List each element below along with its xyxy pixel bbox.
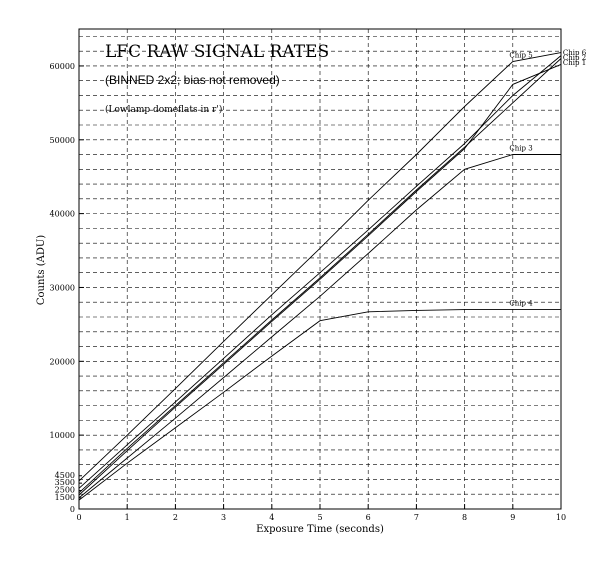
series-label: Chip 6	[563, 49, 587, 57]
y-tick-label: 30000	[50, 283, 75, 292]
x-tick-label: 7	[414, 513, 419, 522]
chart-subtitle: (BINNED 2x2; bias not removed)	[105, 73, 280, 87]
x-tick-label: 9	[510, 513, 515, 522]
x-tick-label: 1	[125, 513, 130, 522]
y-tick-label: 50000	[50, 136, 75, 145]
x-tick-label: 4	[269, 513, 274, 522]
y-tick-label: 10000	[50, 431, 75, 440]
y-tick-label: 40000	[50, 210, 75, 219]
y-axis-label: Counts (ADU)	[36, 235, 47, 305]
y-tick-label: 0	[70, 505, 75, 514]
x-tick-label: 2	[173, 513, 178, 522]
grid-lines	[79, 29, 561, 509]
y-tick-label: 60000	[50, 62, 75, 71]
y-tick-label: 20000	[50, 357, 75, 366]
series-label: Chip 2	[563, 54, 586, 62]
series-label: Chip 4	[509, 300, 533, 308]
x-tick-label: 6	[366, 513, 371, 522]
series-label: Chip 3	[509, 145, 532, 153]
series-line	[78, 309, 561, 501]
y-minor-tick-label: 1500	[55, 493, 75, 502]
series-label: Chip 5	[509, 51, 532, 59]
x-tick-label: 10	[556, 513, 566, 522]
series-line	[78, 63, 562, 496]
series-line	[78, 52, 562, 482]
x-axis-label: Exposure Time (seconds)	[256, 524, 384, 535]
series-line	[78, 58, 562, 494]
x-tick-label: 8	[462, 513, 467, 522]
series-label: Chip 1	[563, 59, 586, 67]
y-minor-tick-label: 2500	[55, 486, 75, 495]
series-lines	[78, 52, 562, 501]
chart-note: (Lowlamp domeflats in r')	[105, 104, 222, 115]
axis-ticks: 0 1 2 3 4 5 6 7 8 9 10 0 10000 20000 30000 40000 50000 60…	[50, 62, 567, 522]
y-minor-tick-label: 3500	[55, 478, 75, 487]
x-tick-label: 3	[221, 513, 226, 522]
series-line	[78, 154, 561, 499]
chart-title: LFC RAW SIGNAL RATES	[105, 42, 329, 62]
x-tick-label: 0	[76, 513, 81, 522]
x-tick-label: 5	[317, 513, 322, 522]
y-minor-tick-label: 4500	[55, 471, 75, 480]
